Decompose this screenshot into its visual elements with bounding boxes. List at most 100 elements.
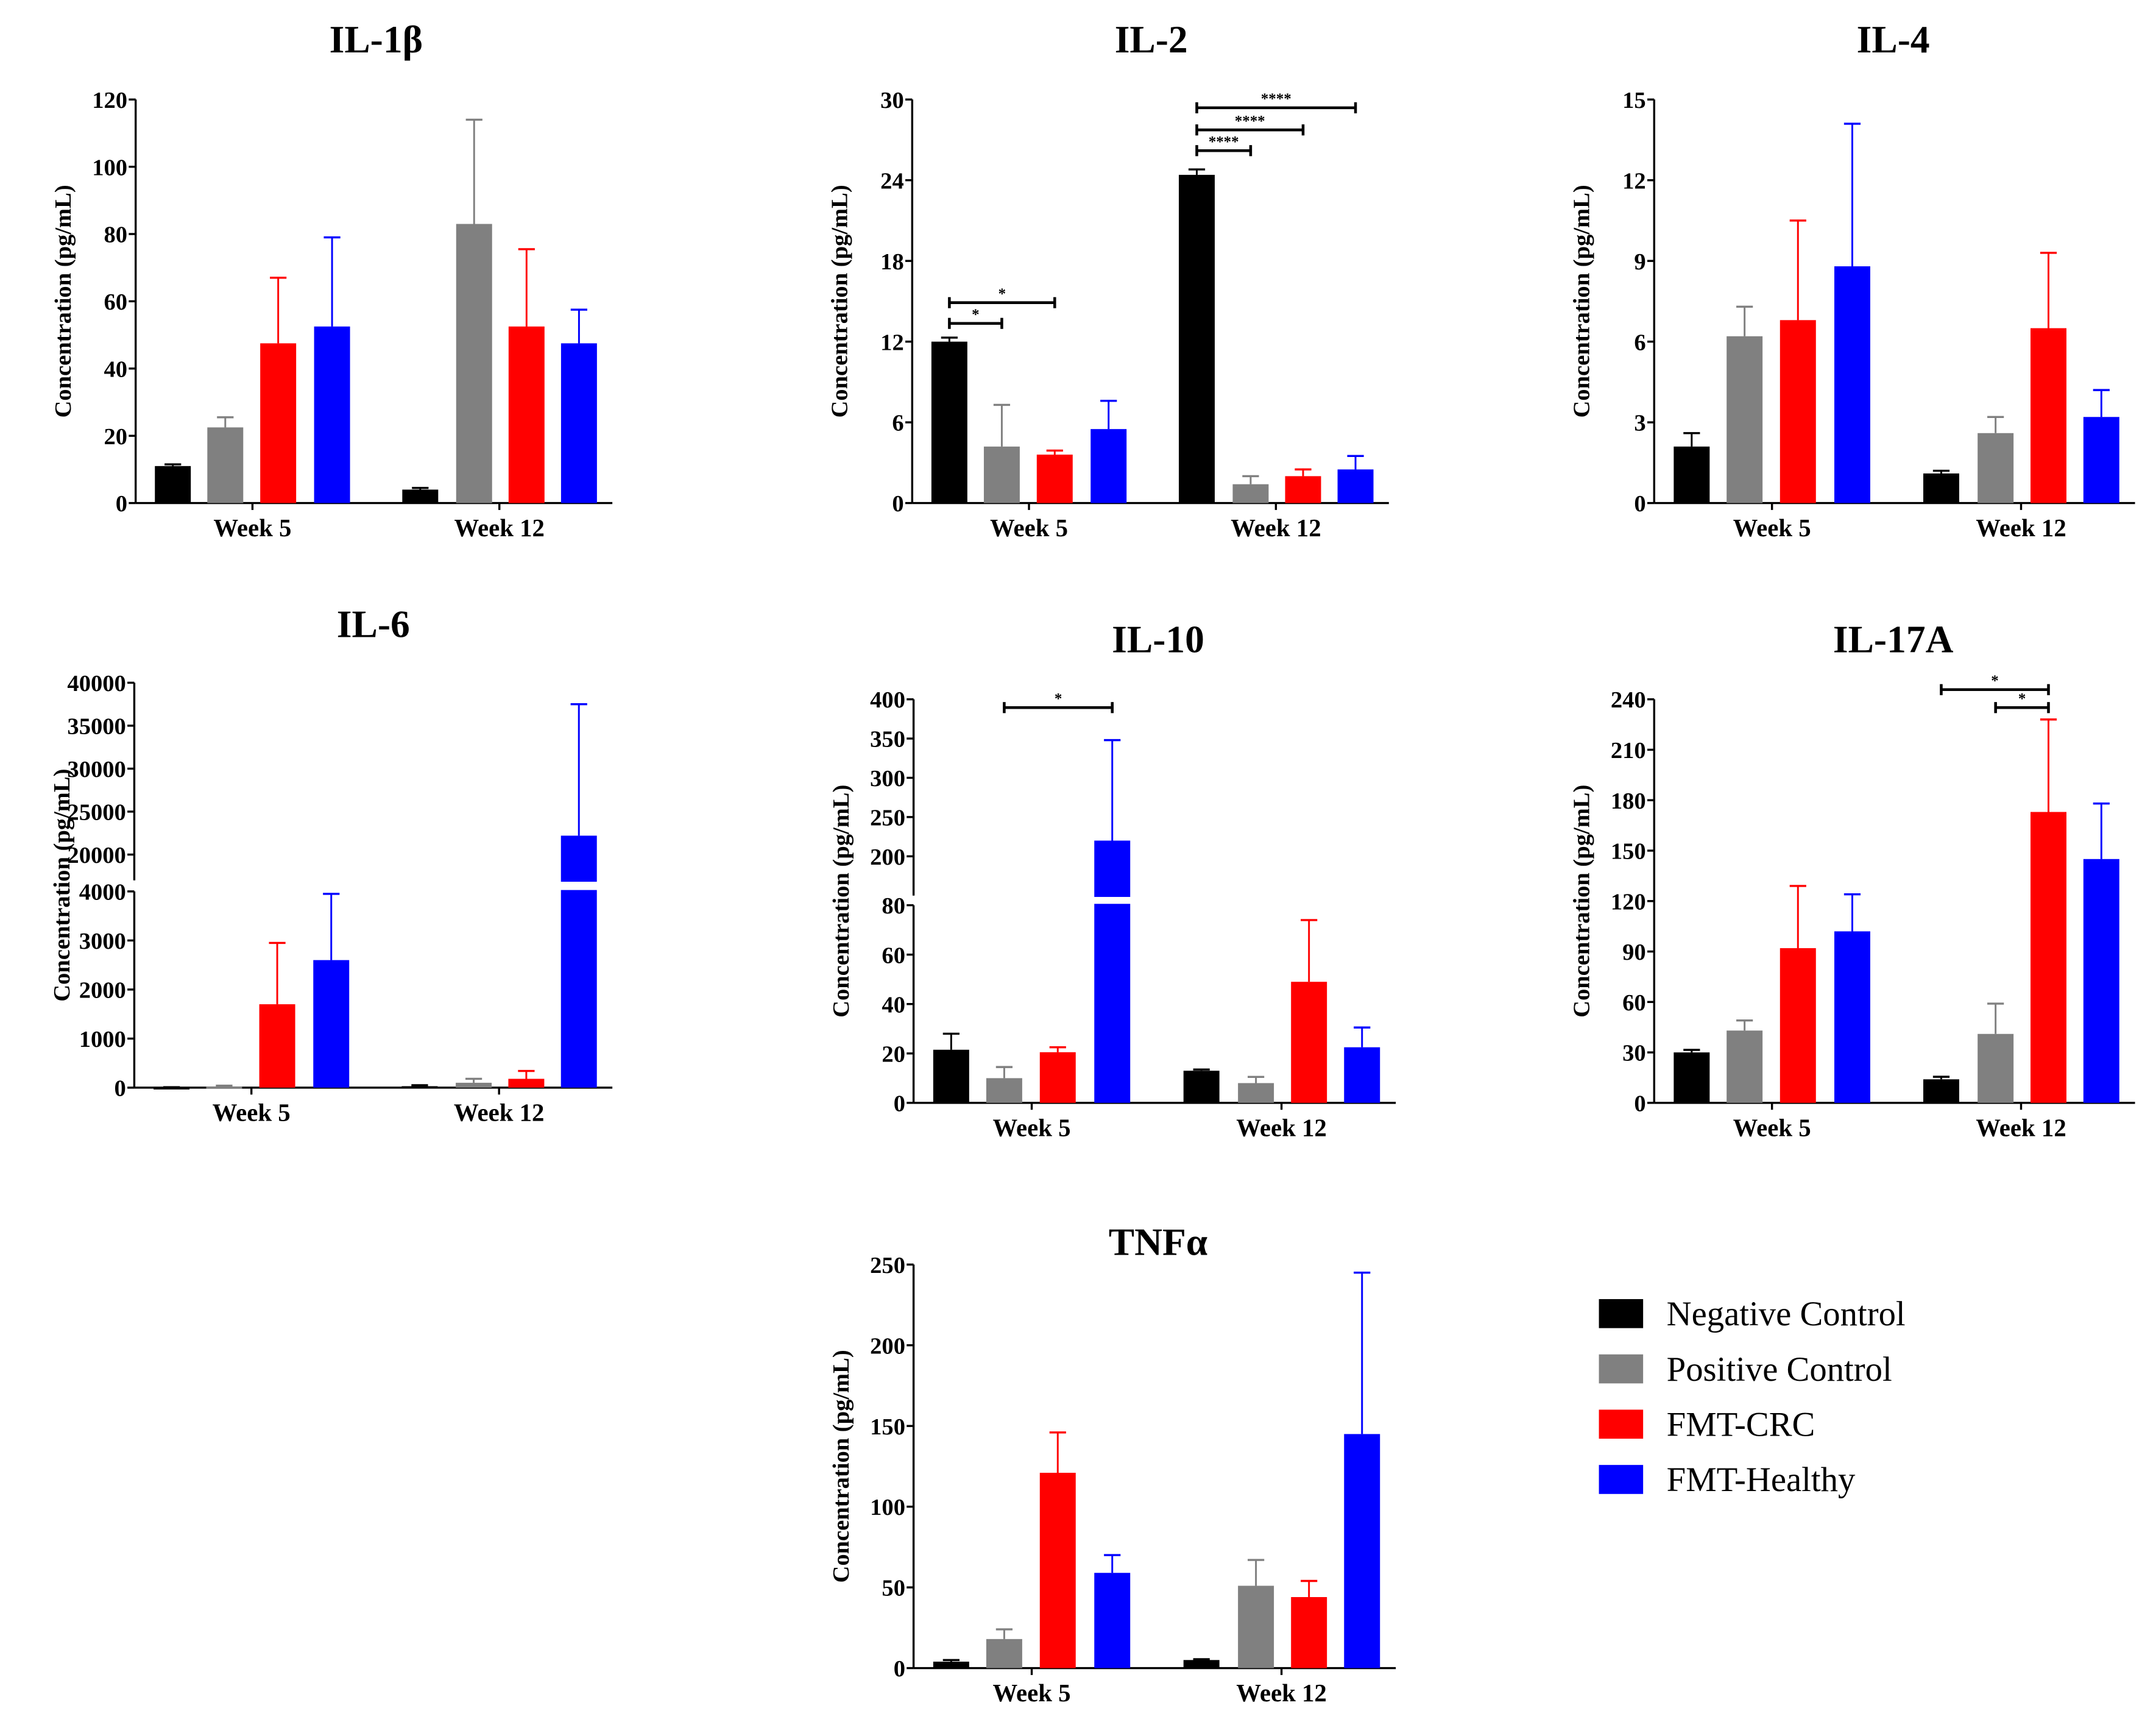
y-tick-label: 3000 bbox=[79, 929, 126, 954]
y-tick-label: 250 bbox=[870, 805, 905, 831]
significance-label: * bbox=[972, 306, 979, 323]
y-tick-label: 6 bbox=[892, 411, 903, 436]
y-tick-label: 30 bbox=[880, 88, 904, 113]
x-tick-label: Week 12 bbox=[1236, 1114, 1327, 1141]
x-tick-label: Week 12 bbox=[1976, 514, 2066, 542]
bar bbox=[313, 960, 350, 1088]
bar bbox=[1183, 1660, 1220, 1668]
x-tick-label: Week 5 bbox=[213, 1099, 291, 1126]
y-axis-label: Concentration (pg/mL) bbox=[1569, 785, 1595, 1018]
y-tick-label: 60 bbox=[104, 289, 128, 315]
x-tick-label: Week 12 bbox=[454, 514, 545, 542]
legend-label: Positive Control bbox=[1667, 1350, 1892, 1389]
y-tick-label: 250 bbox=[870, 1253, 905, 1278]
y-tick-label: 0 bbox=[894, 1091, 905, 1117]
y-tick-label: 4000 bbox=[79, 880, 126, 905]
y-tick-label: 40 bbox=[104, 356, 128, 382]
axis-break-gap bbox=[559, 882, 598, 890]
bar bbox=[1834, 931, 1870, 1103]
significance-label: * bbox=[1991, 673, 1998, 689]
x-tick-label: Week 5 bbox=[1733, 1114, 1811, 1141]
y-tick-label: 210 bbox=[1611, 738, 1646, 764]
bar bbox=[1834, 266, 1870, 503]
y-tick-label: 12 bbox=[880, 330, 904, 355]
bar bbox=[1036, 455, 1073, 503]
bar bbox=[2083, 417, 2119, 503]
bar bbox=[933, 1049, 969, 1103]
y-tick-label: 60 bbox=[1622, 990, 1646, 1016]
y-tick-label: 0 bbox=[892, 491, 903, 517]
legend: Negative Control Positive Control FMT-CRC F… bbox=[1599, 1295, 1906, 1499]
significance-label: **** bbox=[1209, 133, 1239, 150]
y-tick-label: 120 bbox=[1611, 889, 1646, 915]
legend-label: Negative Control bbox=[1667, 1295, 1906, 1333]
y-tick-label: 0 bbox=[115, 1076, 126, 1102]
y-tick-label: 350 bbox=[870, 727, 905, 753]
bar bbox=[1727, 336, 1763, 503]
bar bbox=[1674, 1052, 1710, 1103]
bar bbox=[206, 1086, 242, 1089]
bar bbox=[401, 1086, 438, 1088]
x-tick-label: Week 5 bbox=[1733, 514, 1811, 542]
y-tick-label: 30 bbox=[1622, 1041, 1646, 1066]
x-tick-label: Week 5 bbox=[213, 514, 291, 542]
y-tick-label: 24 bbox=[880, 168, 904, 194]
bar bbox=[1923, 473, 1959, 503]
y-axis-label: Concentration (pg/mL) bbox=[49, 769, 75, 1002]
bar bbox=[931, 341, 967, 503]
legend-swatch bbox=[1599, 1409, 1644, 1439]
bar bbox=[1094, 1573, 1131, 1668]
bar bbox=[1094, 840, 1131, 1103]
y-axis-label: Concentration (pg/mL) bbox=[829, 785, 854, 1018]
y-tick-label: 150 bbox=[870, 1414, 905, 1440]
y-tick-label: 40 bbox=[882, 992, 905, 1018]
panel-il2: IL-2 Concentration (pg/mL) 0 6 12 18 24 30 Week … bbox=[827, 18, 1389, 542]
significance-label: **** bbox=[1261, 91, 1292, 107]
bar bbox=[1978, 1033, 2014, 1103]
y-tick-label: 0 bbox=[116, 491, 127, 517]
y-tick-label: 60 bbox=[882, 943, 905, 968]
bar bbox=[1780, 948, 1816, 1103]
y-tick-label: 1000 bbox=[79, 1027, 126, 1052]
y-tick-label: 90 bbox=[1622, 940, 1646, 965]
y-tick-label: 20 bbox=[104, 424, 128, 450]
panel-il6: IL-6 Concentration (pg/mL) 0 1000 2000 3000 40… bbox=[49, 603, 613, 1126]
bar bbox=[560, 835, 597, 1088]
y-tick-label: 100 bbox=[92, 155, 127, 180]
y-axis-label: Concentration (pg/mL) bbox=[1569, 185, 1595, 417]
bar bbox=[1674, 446, 1710, 503]
significance-label: * bbox=[998, 286, 1006, 302]
bar bbox=[2031, 328, 2066, 503]
y-tick-label: 0 bbox=[1634, 1091, 1645, 1117]
y-tick-label: 2000 bbox=[79, 978, 126, 1004]
y-tick-label: 50 bbox=[882, 1576, 905, 1601]
y-tick-label: 180 bbox=[1611, 788, 1646, 814]
bar bbox=[560, 343, 597, 503]
bar bbox=[207, 427, 244, 503]
y-axis-label: Concentration (pg/mL) bbox=[51, 185, 76, 417]
y-tick-label: 200 bbox=[870, 1333, 905, 1359]
panel-il4: IL-4 Concentration (pg/mL) 0 3 6 9 12 15 Week 5 W… bbox=[1569, 18, 2135, 542]
panel-title: TNFα bbox=[1109, 1220, 1207, 1263]
bar bbox=[1285, 476, 1321, 503]
y-tick-label: 3 bbox=[1634, 411, 1645, 436]
x-tick-label: Week 5 bbox=[990, 514, 1068, 542]
y-tick-label: 100 bbox=[870, 1495, 905, 1520]
y-tick-label: 80 bbox=[882, 893, 905, 919]
x-tick-label: Week 12 bbox=[454, 1099, 545, 1126]
panel-title: IL-10 bbox=[1112, 618, 1204, 661]
panel-title: IL-1β bbox=[330, 18, 423, 61]
y-tick-label: 20 bbox=[882, 1041, 905, 1067]
y-tick-label: 240 bbox=[1611, 687, 1646, 713]
bar bbox=[1337, 469, 1374, 503]
bar bbox=[314, 326, 350, 503]
bar bbox=[1923, 1079, 1959, 1103]
bar bbox=[2083, 859, 2119, 1103]
bar bbox=[1780, 320, 1816, 503]
bar bbox=[1178, 174, 1215, 503]
bar bbox=[154, 1087, 190, 1090]
bar bbox=[1291, 982, 1327, 1103]
x-tick-label: Week 12 bbox=[1976, 1114, 2066, 1141]
y-tick-label: 0 bbox=[894, 1656, 905, 1682]
